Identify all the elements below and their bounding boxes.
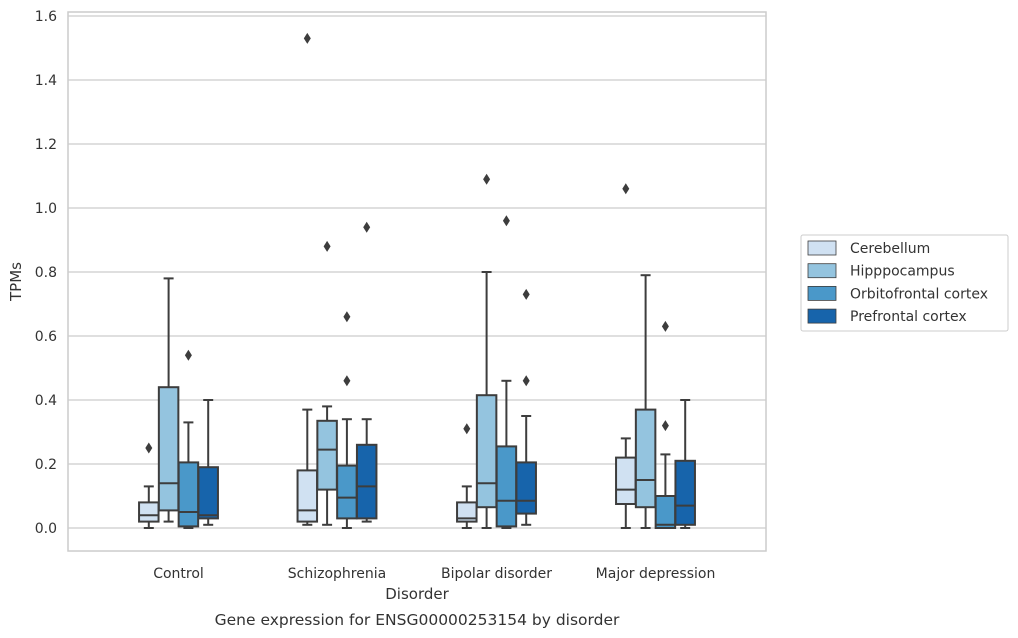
box-prefrontal-cortex <box>674 399 696 529</box>
outlier-point <box>661 420 669 432</box>
y-tick-label: 1.6 <box>35 9 57 25</box>
box-iqr <box>316 419 338 491</box>
legend-label: Orbitofrontal cortex <box>850 286 988 302</box>
y-tick-label: 0.8 <box>35 265 57 281</box>
box-cerebellum <box>296 32 319 526</box>
box-iqr <box>296 469 319 523</box>
y-tick-labels: 0.0 0.2 0.4 0.6 0.8 1.0 1.2 1.4 1.6 <box>35 9 57 537</box>
box-iqr <box>456 501 478 523</box>
box-iqr <box>197 466 219 520</box>
y-tick-label: 1.4 <box>35 73 57 89</box>
box-iqr <box>634 408 657 509</box>
box-iqr <box>138 501 160 523</box>
box-iqr <box>177 461 200 528</box>
outlier-point <box>303 32 311 44</box>
x-tick-label: Control <box>153 566 204 582</box>
y-tick-label: 0.0 <box>35 521 57 537</box>
box-iqr <box>515 461 537 515</box>
outlier-point <box>463 423 471 435</box>
y-axis-label: TPMs <box>7 262 25 302</box>
y-tick-label: 0.2 <box>35 457 57 473</box>
legend-swatch <box>807 285 837 301</box>
outlier-point <box>145 442 153 454</box>
x-tick-label: Bipolar disorder <box>441 566 552 582</box>
box-iqr <box>495 445 518 528</box>
outlier-point <box>522 375 530 387</box>
legend-swatch <box>807 240 837 256</box>
legend-label: Hipppocampus <box>850 264 955 280</box>
legend-label: Cerebellum <box>850 241 930 257</box>
x-tick-label: Major depression <box>596 566 716 582</box>
box-hipppocampus <box>634 274 657 529</box>
box-iqr <box>615 456 637 506</box>
outlier-point <box>622 183 630 195</box>
box-hipppocampus <box>157 277 180 523</box>
box-cerebellum <box>615 183 637 529</box>
outlier-point <box>661 320 669 332</box>
box-groups <box>138 32 696 529</box>
box-prefrontal-cortex <box>355 221 378 523</box>
x-tick-label: Schizophrenia <box>288 566 386 582</box>
box-iqr <box>674 459 696 526</box>
x-axis-label: Disorder <box>385 585 449 603</box>
box-iqr <box>475 394 498 509</box>
box-iqr <box>654 495 677 529</box>
outlier-point <box>343 375 351 387</box>
box-orbitofrontal-cortex <box>654 320 677 529</box>
box-orbitofrontal-cortex <box>336 311 358 529</box>
y-tick-label: 1.2 <box>35 137 57 153</box>
y-tick-label: 1.0 <box>35 201 57 217</box>
box-iqr <box>157 386 180 512</box>
y-tick-label: 0.6 <box>35 329 57 345</box>
outlier-point <box>343 311 351 323</box>
outlier-point <box>502 215 510 227</box>
box-hipppocampus <box>475 173 498 529</box>
outlier-point <box>483 173 491 185</box>
legend: Cerebellum Hipppocampus Orbitofrontal cort… <box>800 234 1009 332</box>
box-hipppocampus <box>316 240 338 526</box>
legend-label: Prefrontal cortex <box>850 309 967 325</box>
y-tick-label: 0.4 <box>35 393 57 409</box>
legend-swatch <box>807 308 837 324</box>
outlier-point <box>363 221 371 233</box>
outlier-point <box>184 349 192 361</box>
x-tick-labels: Control Schizophrenia Bipolar disorder Majo… <box>153 566 715 582</box>
outlier-point <box>522 288 530 300</box>
box-orbitofrontal-cortex <box>495 215 518 529</box>
plot-area-frame <box>67 11 767 552</box>
legend-frame <box>800 234 1009 332</box>
box-cerebellum <box>138 442 160 529</box>
box-prefrontal-cortex <box>197 399 219 526</box>
box-prefrontal-cortex <box>515 288 537 526</box>
box-orbitofrontal-cortex <box>177 349 200 529</box>
outlier-point <box>323 240 331 252</box>
chart-caption: Gene expression for ENSG00000253154 by d… <box>215 611 620 629</box>
box-iqr <box>336 464 358 520</box>
box-cerebellum <box>456 423 478 529</box>
box-iqr <box>355 443 378 520</box>
legend-swatch <box>807 263 837 279</box>
